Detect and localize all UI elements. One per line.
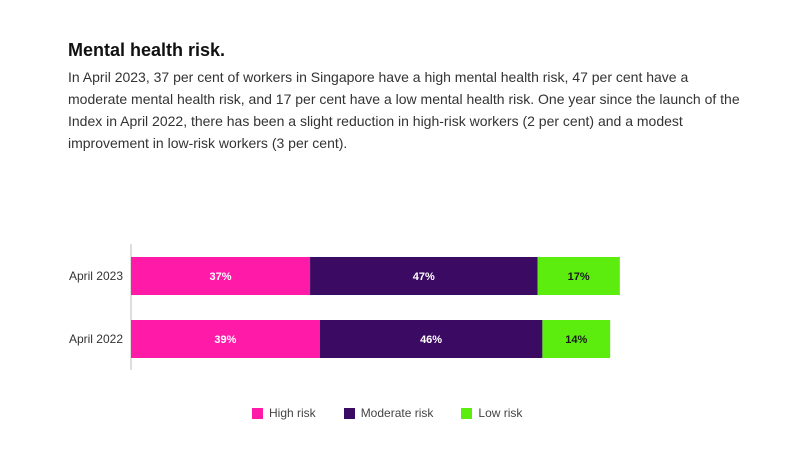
chart-description: In April 2023, 37 per cent of workers in…: [68, 69, 740, 151]
legend-item: Low risk: [461, 406, 522, 420]
category-label: April 2022: [69, 332, 123, 346]
legend-swatch: [461, 407, 473, 419]
data-label: 39%: [214, 334, 236, 346]
bar-segment: [131, 320, 320, 358]
bar-segment: [319, 320, 543, 358]
data-label: 46%: [420, 334, 442, 346]
bar-segment: [537, 257, 620, 295]
legend-swatch: [252, 407, 263, 419]
data-label: 47%: [413, 271, 435, 283]
legend-item: High risk: [252, 406, 316, 420]
data-label: 37%: [210, 271, 232, 283]
legend-item: Moderate risk: [343, 406, 434, 420]
legend-label: Moderate risk: [360, 406, 434, 420]
data-label: 17%: [568, 271, 590, 283]
legend-swatch: [343, 407, 355, 419]
category-label: April 2023: [69, 269, 123, 283]
legend-label: High risk: [269, 406, 316, 420]
chart-title: Mental health risk.: [68, 40, 226, 60]
bar-segment: [131, 257, 311, 295]
bar-segment: [542, 320, 611, 358]
bar-segment: [310, 257, 538, 295]
data-label: 14%: [565, 334, 587, 346]
legend: High risk Moderate risk Low risk: [252, 406, 522, 420]
legend-label: Low risk: [478, 406, 523, 420]
